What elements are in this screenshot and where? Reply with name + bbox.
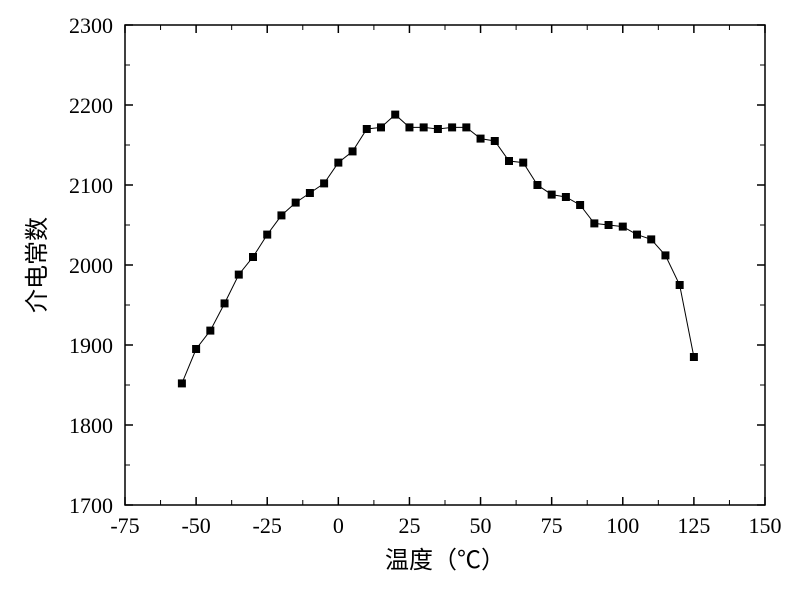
x-tick-label: -50 — [181, 513, 210, 538]
data-point — [633, 231, 641, 239]
data-point — [647, 235, 655, 243]
data-point — [320, 179, 328, 187]
data-point — [292, 199, 300, 207]
x-tick-label: 25 — [398, 513, 420, 538]
y-tick-label: 2200 — [69, 93, 113, 118]
data-point — [249, 253, 257, 261]
y-tick-label: 1700 — [69, 493, 113, 518]
data-point — [619, 223, 627, 231]
x-tick-label: 0 — [333, 513, 344, 538]
dielectric-chart: -75 -50 -25 0 25 50 75 100 125 150 1700 1800 1900 200… — [0, 0, 800, 593]
data-point — [676, 281, 684, 289]
x-tick-label: 50 — [470, 513, 492, 538]
x-tick-label: 100 — [606, 513, 639, 538]
data-point — [491, 137, 499, 145]
data-point — [391, 111, 399, 119]
x-tick-label: -25 — [253, 513, 282, 538]
y-tick-label: 1800 — [69, 413, 113, 438]
data-point — [533, 181, 541, 189]
x-tick-label: 150 — [749, 513, 782, 538]
data-point — [562, 193, 570, 201]
data-point — [206, 327, 214, 335]
y-tick-label: 2300 — [69, 13, 113, 38]
data-point — [590, 219, 598, 227]
data-point — [377, 123, 385, 131]
data-point — [420, 123, 428, 131]
x-axis-title: 温度（℃） — [385, 547, 505, 574]
data-point — [363, 125, 371, 133]
data-point — [349, 147, 357, 155]
data-point — [605, 221, 613, 229]
chart-container: -75 -50 -25 0 25 50 75 100 125 150 1700 1800 1900 200… — [0, 0, 800, 593]
data-point — [334, 159, 342, 167]
data-point — [434, 125, 442, 133]
data-point — [505, 157, 513, 165]
data-point — [277, 211, 285, 219]
data-point — [576, 201, 584, 209]
data-point — [306, 189, 314, 197]
x-tick-label: 75 — [541, 513, 563, 538]
data-point — [263, 231, 271, 239]
data-point — [221, 299, 229, 307]
y-axis-title: 介电常数 — [24, 217, 51, 313]
data-point — [477, 135, 485, 143]
y-tick-label: 2000 — [69, 253, 113, 278]
data-point — [690, 353, 698, 361]
data-point — [192, 345, 200, 353]
x-tick-label: 125 — [677, 513, 710, 538]
y-tick-label: 2100 — [69, 173, 113, 198]
data-point — [548, 191, 556, 199]
data-point — [178, 379, 186, 387]
data-point — [462, 123, 470, 131]
x-tick-label: -75 — [110, 513, 139, 538]
y-tick-label: 1900 — [69, 333, 113, 358]
data-point — [448, 123, 456, 131]
data-point — [235, 271, 243, 279]
data-point — [519, 159, 527, 167]
data-point — [661, 251, 669, 259]
data-point — [405, 123, 413, 131]
